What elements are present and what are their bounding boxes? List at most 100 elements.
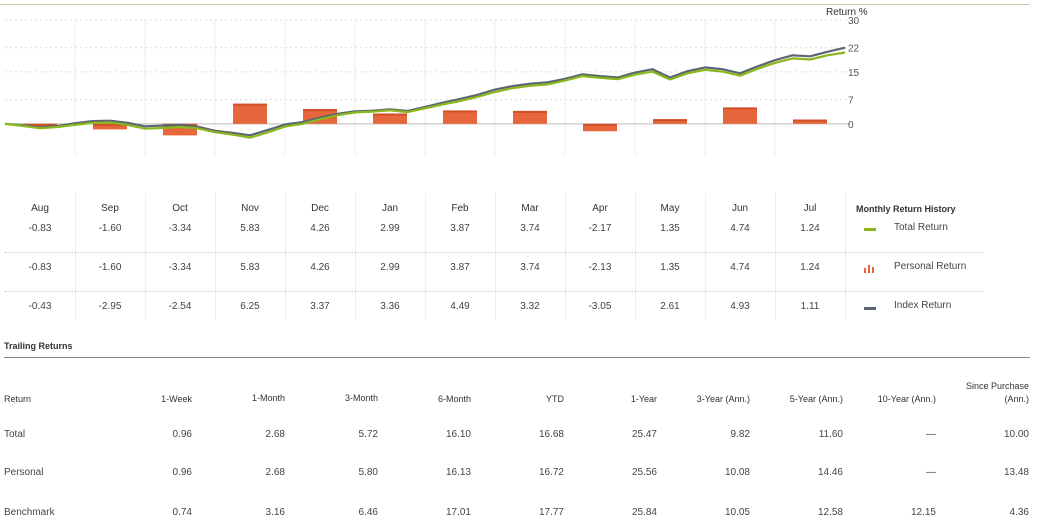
row-label: Benchmark	[4, 507, 55, 518]
col-header-since-purchase: Since Purchase	[965, 381, 1029, 391]
y-tick-label: 15	[848, 68, 860, 79]
month-column-separator	[775, 193, 776, 320]
personal-return-bar	[443, 110, 477, 124]
bar-top-edge	[23, 123, 57, 126]
return-chart: 30 22 15 7 0	[4, 16, 860, 155]
month-value: 3.74	[520, 262, 540, 273]
month-value: 4.93	[730, 301, 750, 312]
table-cell: 0.96	[172, 429, 192, 440]
bar-top-edge	[373, 113, 407, 116]
table-cell: 6.46	[358, 507, 378, 518]
month-header: Oct	[172, 203, 188, 214]
table-cell: 0.96	[172, 467, 192, 478]
personal-return-bar	[373, 113, 407, 124]
month-value: 1.24	[800, 223, 820, 234]
col-header-10-year: 10-Year (Ann.)	[877, 394, 936, 404]
col-header-3-year: 3-Year (Ann.)	[696, 394, 750, 404]
col-header-1-week: 1-Week	[161, 394, 192, 404]
month-column-separator	[845, 193, 846, 320]
month-header: Sep	[101, 203, 119, 214]
y-tick-label: 30	[848, 16, 860, 27]
month-column-separator	[285, 193, 286, 320]
month-value: 1.11	[800, 301, 820, 312]
month-value: -3.34	[168, 223, 192, 234]
y-tick-label: 22	[848, 44, 860, 55]
month-header: Feb	[451, 203, 469, 214]
month-value: 4.26	[310, 262, 330, 273]
table-cell: 16.68	[538, 429, 564, 440]
table-cell: 25.56	[631, 467, 657, 478]
month-header: Nov	[241, 203, 259, 214]
y-tick-label: 0	[848, 120, 854, 131]
month-value: 1.35	[660, 223, 680, 234]
bar-top-edge	[723, 107, 757, 110]
month-value: 4.26	[310, 223, 330, 234]
bar-top-edge	[793, 119, 827, 122]
legend-personal-return[interactable]: Personal Return	[864, 261, 1034, 275]
personal-return-bar	[653, 119, 687, 124]
bar-top-edge	[303, 109, 337, 112]
month-value: 3.87	[450, 262, 470, 273]
personal-return-bar	[93, 123, 127, 130]
month-value: 2.99	[380, 223, 400, 234]
bar-top-edge	[583, 123, 617, 126]
bar-top-edge	[443, 110, 477, 113]
month-value: 3.87	[450, 223, 470, 234]
table-cell: 13.48	[1003, 467, 1029, 478]
month-header: Jan	[381, 203, 399, 214]
table-cell: 16.72	[538, 467, 564, 478]
col-header-3-month: 3-Month	[344, 393, 378, 403]
month-value: 3.74	[520, 223, 540, 234]
month-header: Jun	[731, 203, 749, 214]
orange-bars-icon	[864, 265, 874, 273]
table-cell: 16.10	[445, 429, 471, 440]
row-label: Total	[4, 429, 26, 440]
month-value: -2.95	[98, 301, 122, 312]
col-header-1-year: 1-Year	[630, 394, 657, 404]
month-value: 2.61	[660, 301, 680, 312]
legend-label: Total Return	[894, 222, 948, 233]
month-header: Dec	[311, 203, 329, 214]
legend-total-return[interactable]: Total Return	[864, 222, 1034, 236]
table-cell: 17.77	[538, 507, 564, 518]
month-value: 4.74	[730, 223, 750, 234]
month-column-separator	[425, 193, 426, 320]
y-tick-label: 7	[848, 96, 854, 107]
table-cell: 2.68	[265, 429, 285, 440]
month-value: 3.37	[310, 301, 330, 312]
month-value: 5.83	[240, 223, 260, 234]
bar-top-edge	[513, 110, 547, 113]
row-divider	[5, 252, 983, 253]
table-cell: 2.68	[265, 467, 285, 478]
month-value: -0.43	[28, 301, 52, 312]
month-value: 6.25	[240, 301, 260, 312]
table-cell: 25.84	[631, 507, 657, 518]
col-header-1-month: 1-Month	[251, 393, 285, 403]
month-value: -0.83	[28, 262, 52, 273]
month-column-separator	[215, 193, 216, 320]
row-divider	[5, 291, 983, 292]
month-value: 1.35	[660, 262, 680, 273]
table-cell: 14.46	[817, 467, 843, 478]
table-cell: 11.60	[818, 429, 843, 440]
month-value: 5.83	[240, 262, 260, 273]
month-column-separator	[635, 193, 636, 320]
index-return-line	[4, 46, 846, 137]
month-header: Apr	[592, 203, 608, 214]
table-cell: 4.36	[1009, 507, 1029, 518]
month-column-separator	[705, 193, 706, 320]
top-rule	[0, 4, 1030, 5]
table-cell: 0.74	[172, 507, 192, 518]
gray-line-icon	[864, 307, 876, 310]
personal-return-bar	[233, 103, 267, 124]
row-label: Personal	[4, 467, 44, 478]
month-column-separator	[355, 193, 356, 320]
table-cell: 5.72	[358, 429, 378, 440]
table-cell: 12.58	[817, 507, 843, 518]
personal-return-bar	[513, 110, 547, 124]
table-cell: 3.16	[265, 507, 285, 518]
month-value: -2.54	[168, 301, 192, 312]
month-value: -3.34	[168, 262, 192, 273]
legend-index-return[interactable]: Index Return	[864, 300, 1034, 314]
col-header-5-year: 5-Year (Ann.)	[789, 394, 843, 404]
